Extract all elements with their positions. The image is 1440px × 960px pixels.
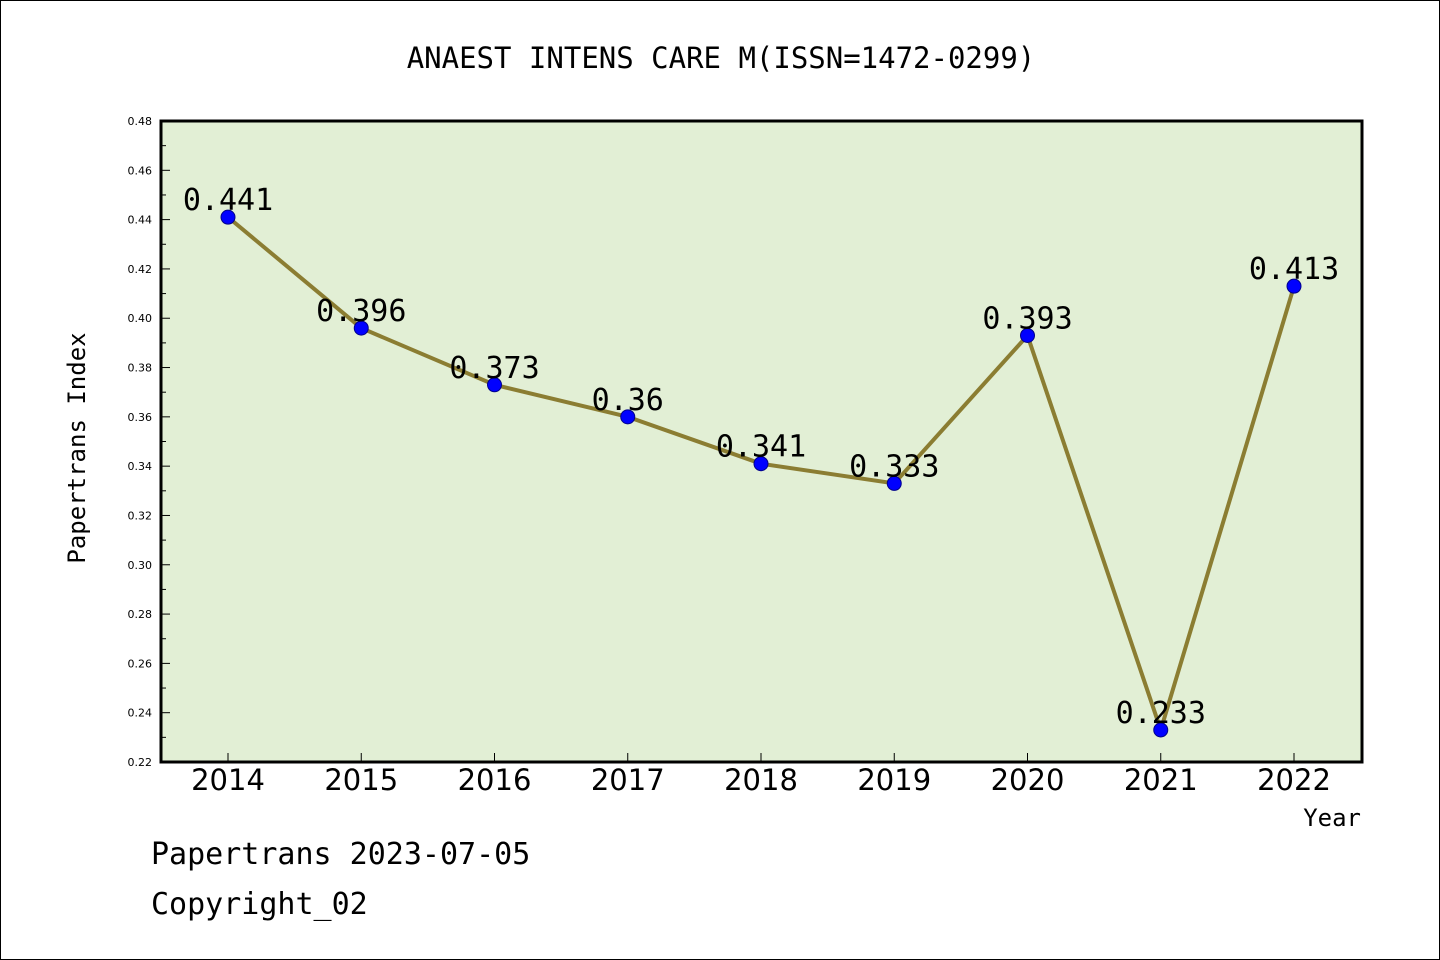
- y-tick-label: 0.40: [128, 312, 153, 325]
- data-label: 0.396: [316, 294, 406, 329]
- data-label: 0.341: [716, 430, 806, 465]
- plot-area: [161, 121, 1362, 762]
- x-tick-label: 2019: [857, 763, 931, 797]
- data-label: 0.373: [449, 351, 539, 386]
- data-point: [620, 409, 636, 425]
- data-point: [487, 377, 502, 393]
- data-point: [353, 320, 369, 336]
- x-tick-label: 2014: [191, 763, 265, 797]
- chart-title: ANAEST INTENS CARE M(ISSN=1472-0299): [407, 41, 1036, 75]
- y-tick-label: 0.26: [128, 657, 153, 670]
- data-label: 0.333: [849, 449, 939, 484]
- footer-copyright: Copyright_02: [151, 887, 368, 922]
- y-tick-label: 0.38: [128, 362, 153, 375]
- y-tick-label: 0.24: [128, 707, 153, 720]
- y-tick-label: 0.34: [128, 460, 153, 473]
- data-point: [886, 475, 902, 491]
- y-axis: 0.22 0.24 0.26 0.28 0.30 0.32 0.34 0.36 0.38 0.40…: [128, 115, 170, 769]
- x-axis: 2014 2015 2016 2017 2018 2019 2020 2021 2022: [191, 753, 1331, 797]
- footer-date: Papertrans 2023-07-05: [151, 837, 531, 872]
- y-tick-label: 0.32: [128, 509, 153, 522]
- data-label: 0.413: [1249, 252, 1339, 287]
- y-tick-label: 0.46: [128, 164, 153, 177]
- x-tick-label: 2016: [458, 763, 532, 797]
- data-label: 0.441: [183, 183, 273, 218]
- data-point: [220, 209, 236, 225]
- data-label: 0.233: [1116, 696, 1206, 731]
- x-tick-label: 2021: [1124, 763, 1198, 797]
- data-labels: 0.441 0.396 0.373 0.36 0.341 0.333 0.393 0.233 0…: [183, 183, 1339, 731]
- x-tick-label: 2017: [591, 763, 665, 797]
- data-point: [753, 456, 769, 472]
- data-point: [1020, 327, 1035, 343]
- plot-frame: [159, 119, 1364, 764]
- y-tick-label: 0.42: [128, 263, 153, 276]
- y-tick-label: 0.36: [128, 411, 153, 424]
- data-point: [1286, 278, 1302, 294]
- y-tick-label: 0.28: [128, 608, 153, 621]
- data-markers: [220, 209, 1302, 738]
- x-axis-label: Year: [1303, 804, 1361, 832]
- y-tick-label: 0.44: [128, 214, 153, 227]
- x-tick-label: 2020: [991, 763, 1065, 797]
- x-tick-label: 2022: [1257, 763, 1331, 797]
- y-tick-label: 0.22: [128, 756, 153, 769]
- data-point: [1153, 722, 1169, 738]
- data-label: 0.36: [592, 383, 664, 418]
- x-tick-label: 2015: [324, 763, 398, 797]
- y-tick-label: 0.48: [128, 115, 153, 128]
- y-axis-label: Papertrans Index: [63, 332, 91, 563]
- data-label: 0.393: [982, 301, 1072, 336]
- x-tick-label: 2018: [724, 763, 798, 797]
- y-tick-label: 0.30: [128, 559, 153, 572]
